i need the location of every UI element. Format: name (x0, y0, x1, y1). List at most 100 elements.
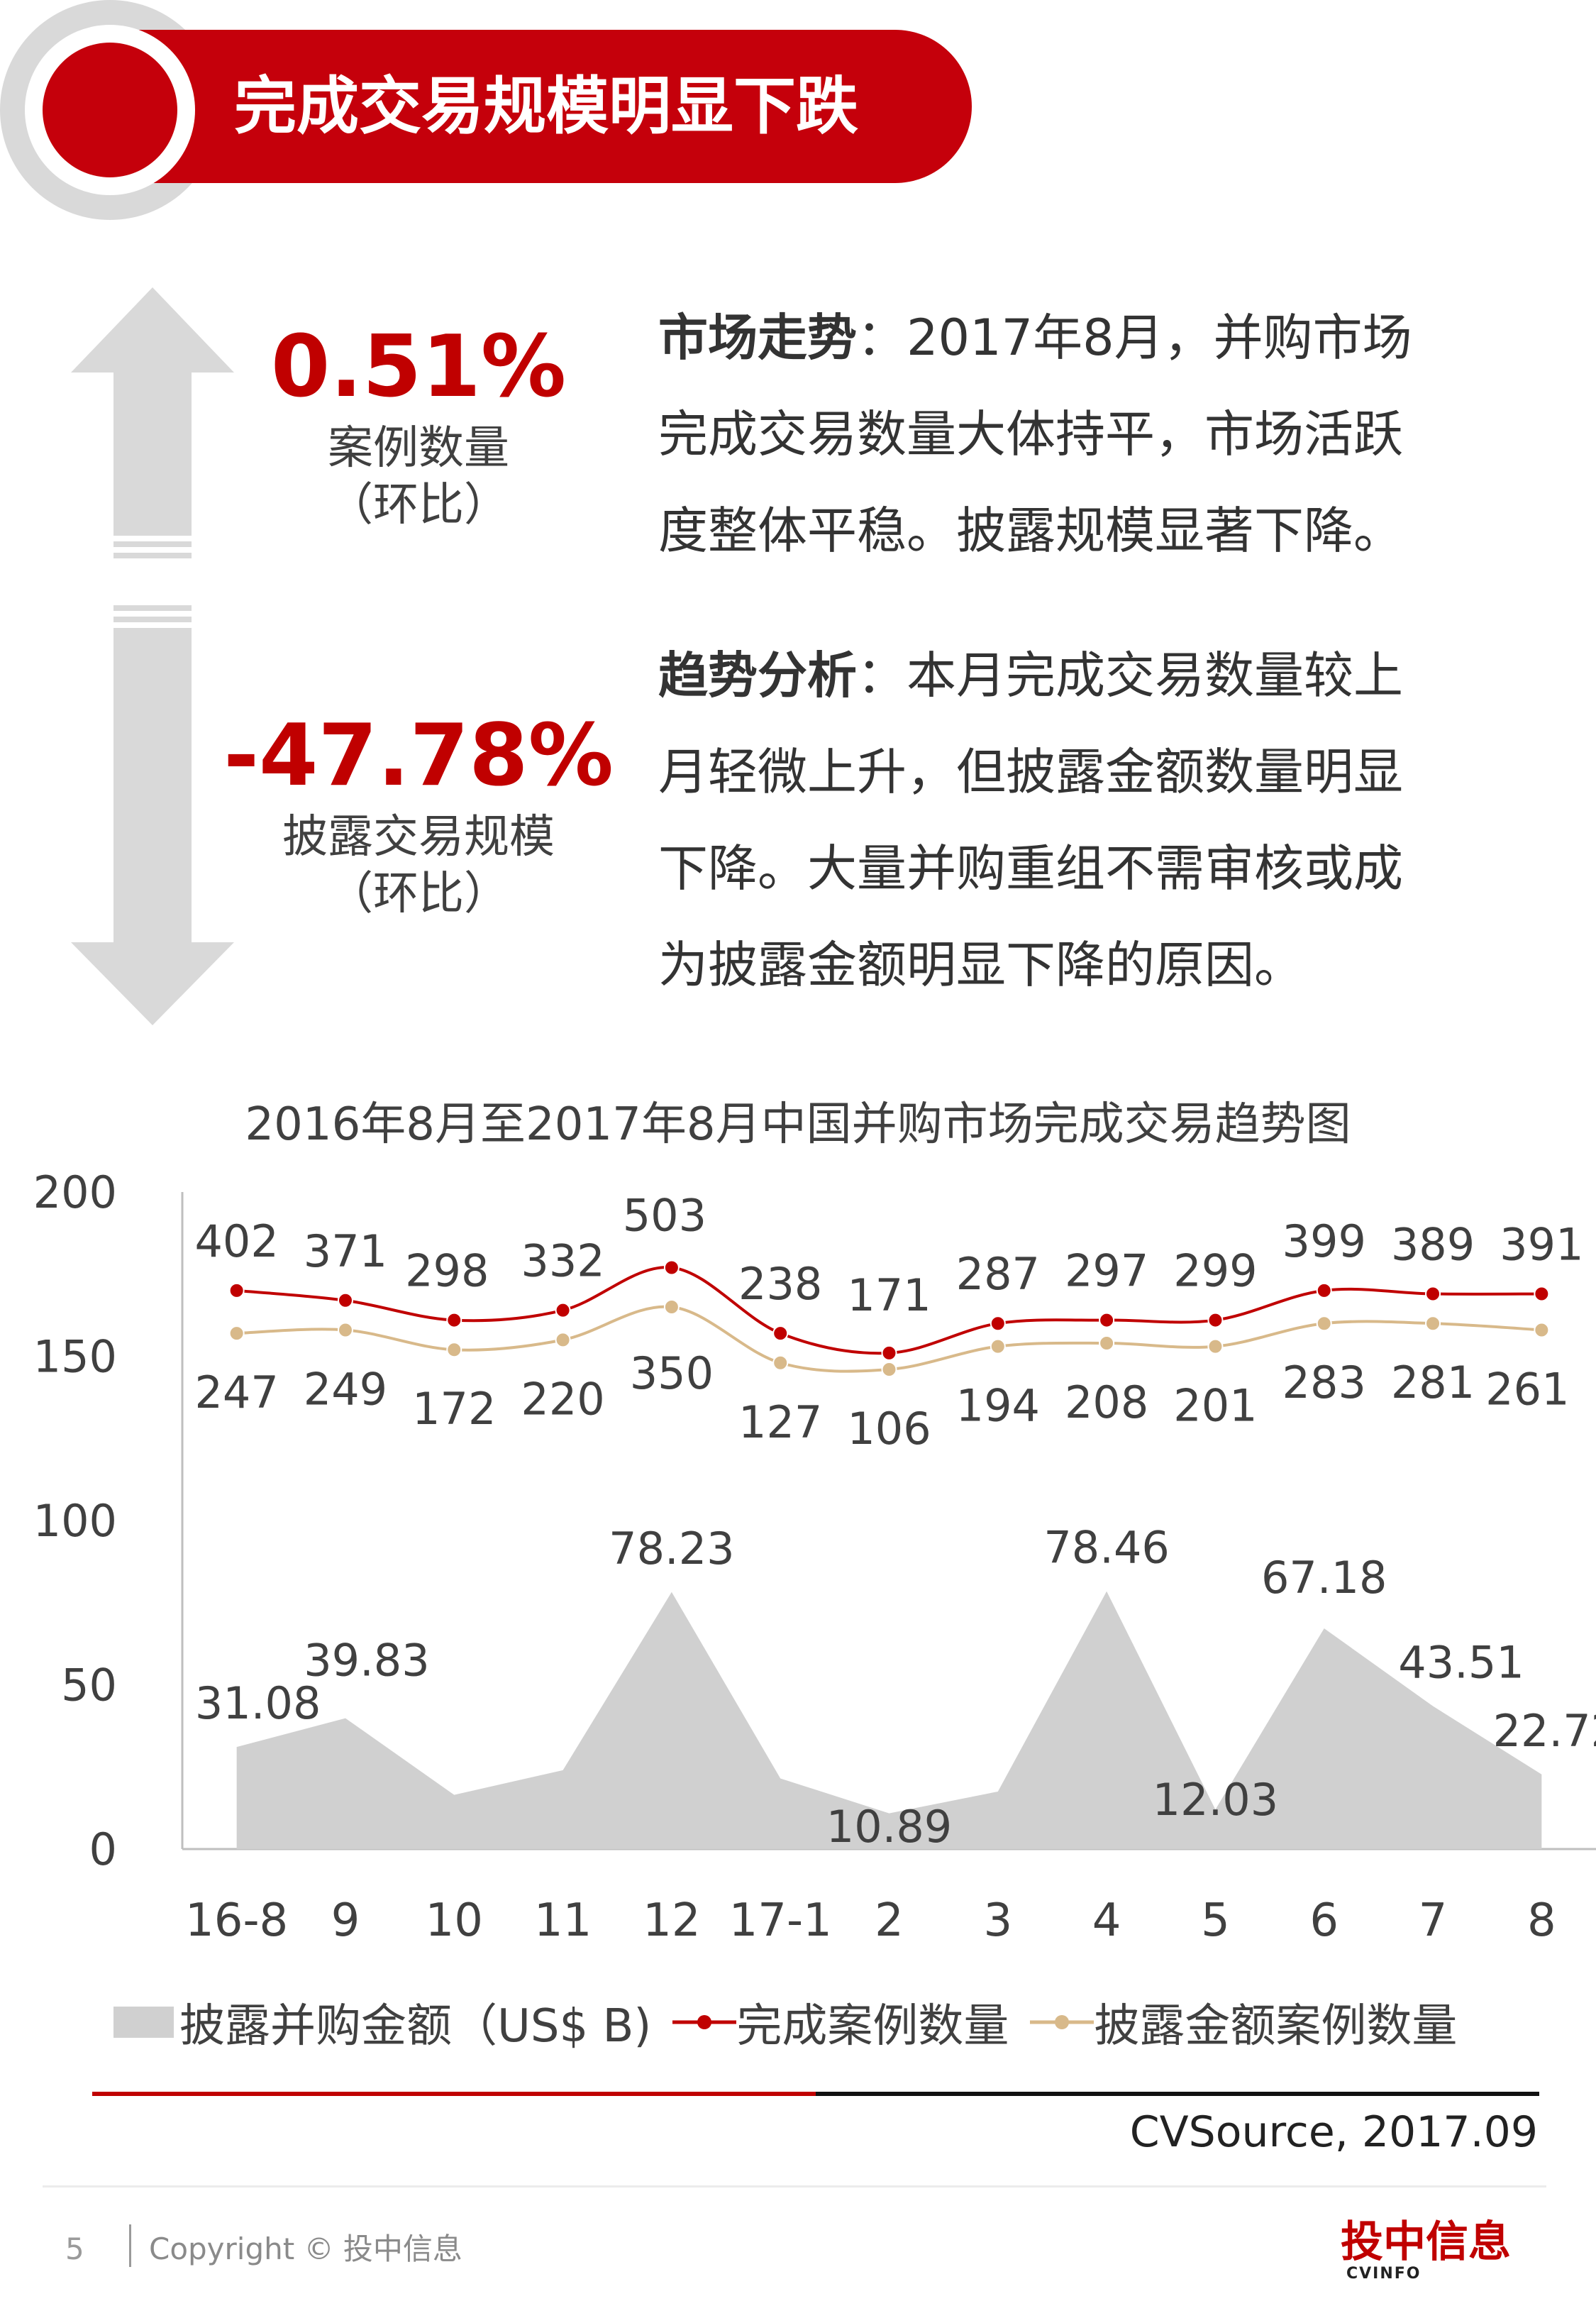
source-rule-black (816, 2092, 1539, 2096)
legend-item-completed: 完成案例数量 (672, 1990, 1009, 2055)
series-1-point (1534, 1322, 1550, 1338)
legend-label-completed: 完成案例数量 (736, 2000, 1009, 2053)
area-series-disclosed-amount (236, 1591, 1542, 1849)
series-0-point (1099, 1312, 1115, 1328)
x-tick-label: 17-1 (729, 1894, 832, 1947)
brand-logo-en: CVINFO (1346, 2265, 1422, 2283)
series-0-point (881, 1345, 897, 1361)
down-arrow-icon (71, 605, 234, 1025)
completed-data-label: 238 (738, 1258, 822, 1310)
disclosed-data-label: 172 (412, 1383, 496, 1435)
x-tick-label: 11 (534, 1894, 592, 1947)
area-data-label: 78.46 (1043, 1522, 1170, 1574)
series-0-point (1425, 1286, 1441, 1302)
legend-marker-disclosed (1030, 2015, 1095, 2029)
footer-divider (43, 2185, 1546, 2188)
series-1-point (1207, 1338, 1224, 1355)
paragraph-heading: 市场走势 (658, 309, 857, 367)
disclosed-data-label: 350 (630, 1347, 714, 1399)
y-tick-label: 150 (33, 1331, 117, 1383)
case-count-change: 0.51% (270, 318, 567, 416)
chart-legend: 披露并购金额（US$ B) 完成案例数量 披露金额案例数量 (113, 1987, 1478, 2058)
series-1-point (990, 1338, 1006, 1355)
paragraph-line: 为披露金额明显下降的原因。 (658, 936, 1304, 994)
series-1-point (663, 1299, 680, 1315)
area-data-label: 78.23 (609, 1523, 735, 1574)
paragraph-heading: 趋势分析 (658, 646, 857, 705)
page-number: 5 (65, 2231, 84, 2266)
completed-data-label: 298 (405, 1245, 489, 1297)
series-0-point (1534, 1286, 1550, 1302)
disclosed-data-label: 283 (1282, 1357, 1366, 1408)
series-1-point (881, 1362, 897, 1378)
page-title: 完成交易规模明显下跌 (234, 70, 859, 143)
disclosed-data-label: 249 (304, 1363, 387, 1415)
completed-data-label: 399 (1282, 1215, 1366, 1267)
completed-data-label: 332 (521, 1235, 604, 1287)
completed-data-label: 503 (623, 1189, 706, 1241)
source-rule-red (92, 2092, 816, 2096)
y-tick-label: 200 (33, 1166, 117, 1218)
x-tick-label: 10 (426, 1894, 483, 1947)
series-0-point (1207, 1312, 1224, 1328)
x-tick-label: 4 (1092, 1894, 1121, 1947)
header-dot (43, 43, 177, 177)
series-1-point (555, 1332, 571, 1348)
disclosed-data-label: 281 (1391, 1357, 1475, 1408)
series-0-point (772, 1325, 789, 1342)
legend-marker-completed (672, 2015, 737, 2029)
series-1-point (446, 1342, 462, 1358)
disclosed-data-label: 261 (1485, 1363, 1569, 1415)
completed-data-label: 297 (1065, 1245, 1148, 1297)
completed-data-label: 371 (304, 1225, 387, 1277)
completed-data-label: 389 (1391, 1219, 1475, 1271)
legend-label-area: 披露并购金额（US$ B) (179, 2000, 652, 2053)
paragraph-line: 月轻微上升，但披露金额数量明显 (658, 743, 1403, 801)
x-tick-label: 5 (1201, 1894, 1230, 1947)
disclosed-data-label: 220 (521, 1373, 604, 1425)
x-tick-label: 12 (643, 1894, 700, 1947)
series-0-point (663, 1259, 680, 1276)
series-0-point (446, 1312, 462, 1328)
paragraph-line: 完成交易数量大体持平，市场活跃 (658, 405, 1403, 463)
y-tick-label: 50 (61, 1660, 117, 1711)
series-0-point (990, 1315, 1006, 1332)
series-0-point (555, 1302, 571, 1318)
x-tick-label: 3 (983, 1894, 1012, 1947)
series-1-point (1316, 1315, 1332, 1332)
legend-swatch-area (113, 2007, 174, 2038)
area-data-label: 67.18 (1261, 1552, 1387, 1604)
up-arrow-icon (71, 287, 234, 558)
completed-data-label: 391 (1500, 1219, 1583, 1271)
series-1-point (228, 1325, 245, 1342)
case-count-label: 案例数量 (328, 422, 509, 475)
completed-data-label: 171 (847, 1269, 931, 1321)
series-0-point (228, 1282, 245, 1298)
legend-label-disclosed: 披露金额案例数量 (1094, 2000, 1458, 2053)
disclosed-data-label: 106 (847, 1403, 931, 1455)
area-data-label: 39.83 (304, 1635, 430, 1687)
chart-title: 2016年8月至2017年8月中国并购市场完成交易趋势图 (245, 1098, 1351, 1151)
x-tick-label: 7 (1419, 1894, 1448, 1947)
disclosed-data-label: 127 (738, 1396, 822, 1448)
case-count-sublabel: （环比） (328, 479, 509, 531)
deal-size-label: 披露交易规模 (282, 811, 555, 864)
disclosed-data-label: 201 (1173, 1380, 1257, 1432)
paragraph-line: 市场走势：2017年8月，并购市场 (658, 309, 1412, 367)
brand-logo: 投中信息 (1341, 2217, 1511, 2267)
y-tick-label: 0 (89, 1824, 117, 1875)
series-1-point (1425, 1315, 1441, 1332)
area-data-label: 31.08 (195, 1677, 321, 1729)
trend-arrows (71, 287, 234, 1025)
disclosed-data-label: 247 (194, 1367, 278, 1418)
y-tick-label: 100 (33, 1495, 117, 1547)
area-data-label: 10.89 (826, 1801, 953, 1853)
x-tick-label: 2 (875, 1894, 904, 1947)
legend-item-disclosed: 披露金额案例数量 (1030, 1990, 1457, 2055)
series-0-point (1316, 1282, 1332, 1298)
paragraph-line: 趋势分析：本月完成交易数量较上 (658, 646, 1403, 705)
x-tick-label: 6 (1309, 1894, 1339, 1947)
legend-item-area: 披露并购金额（US$ B) (113, 1990, 651, 2055)
disclosed-data-label: 194 (956, 1380, 1040, 1432)
